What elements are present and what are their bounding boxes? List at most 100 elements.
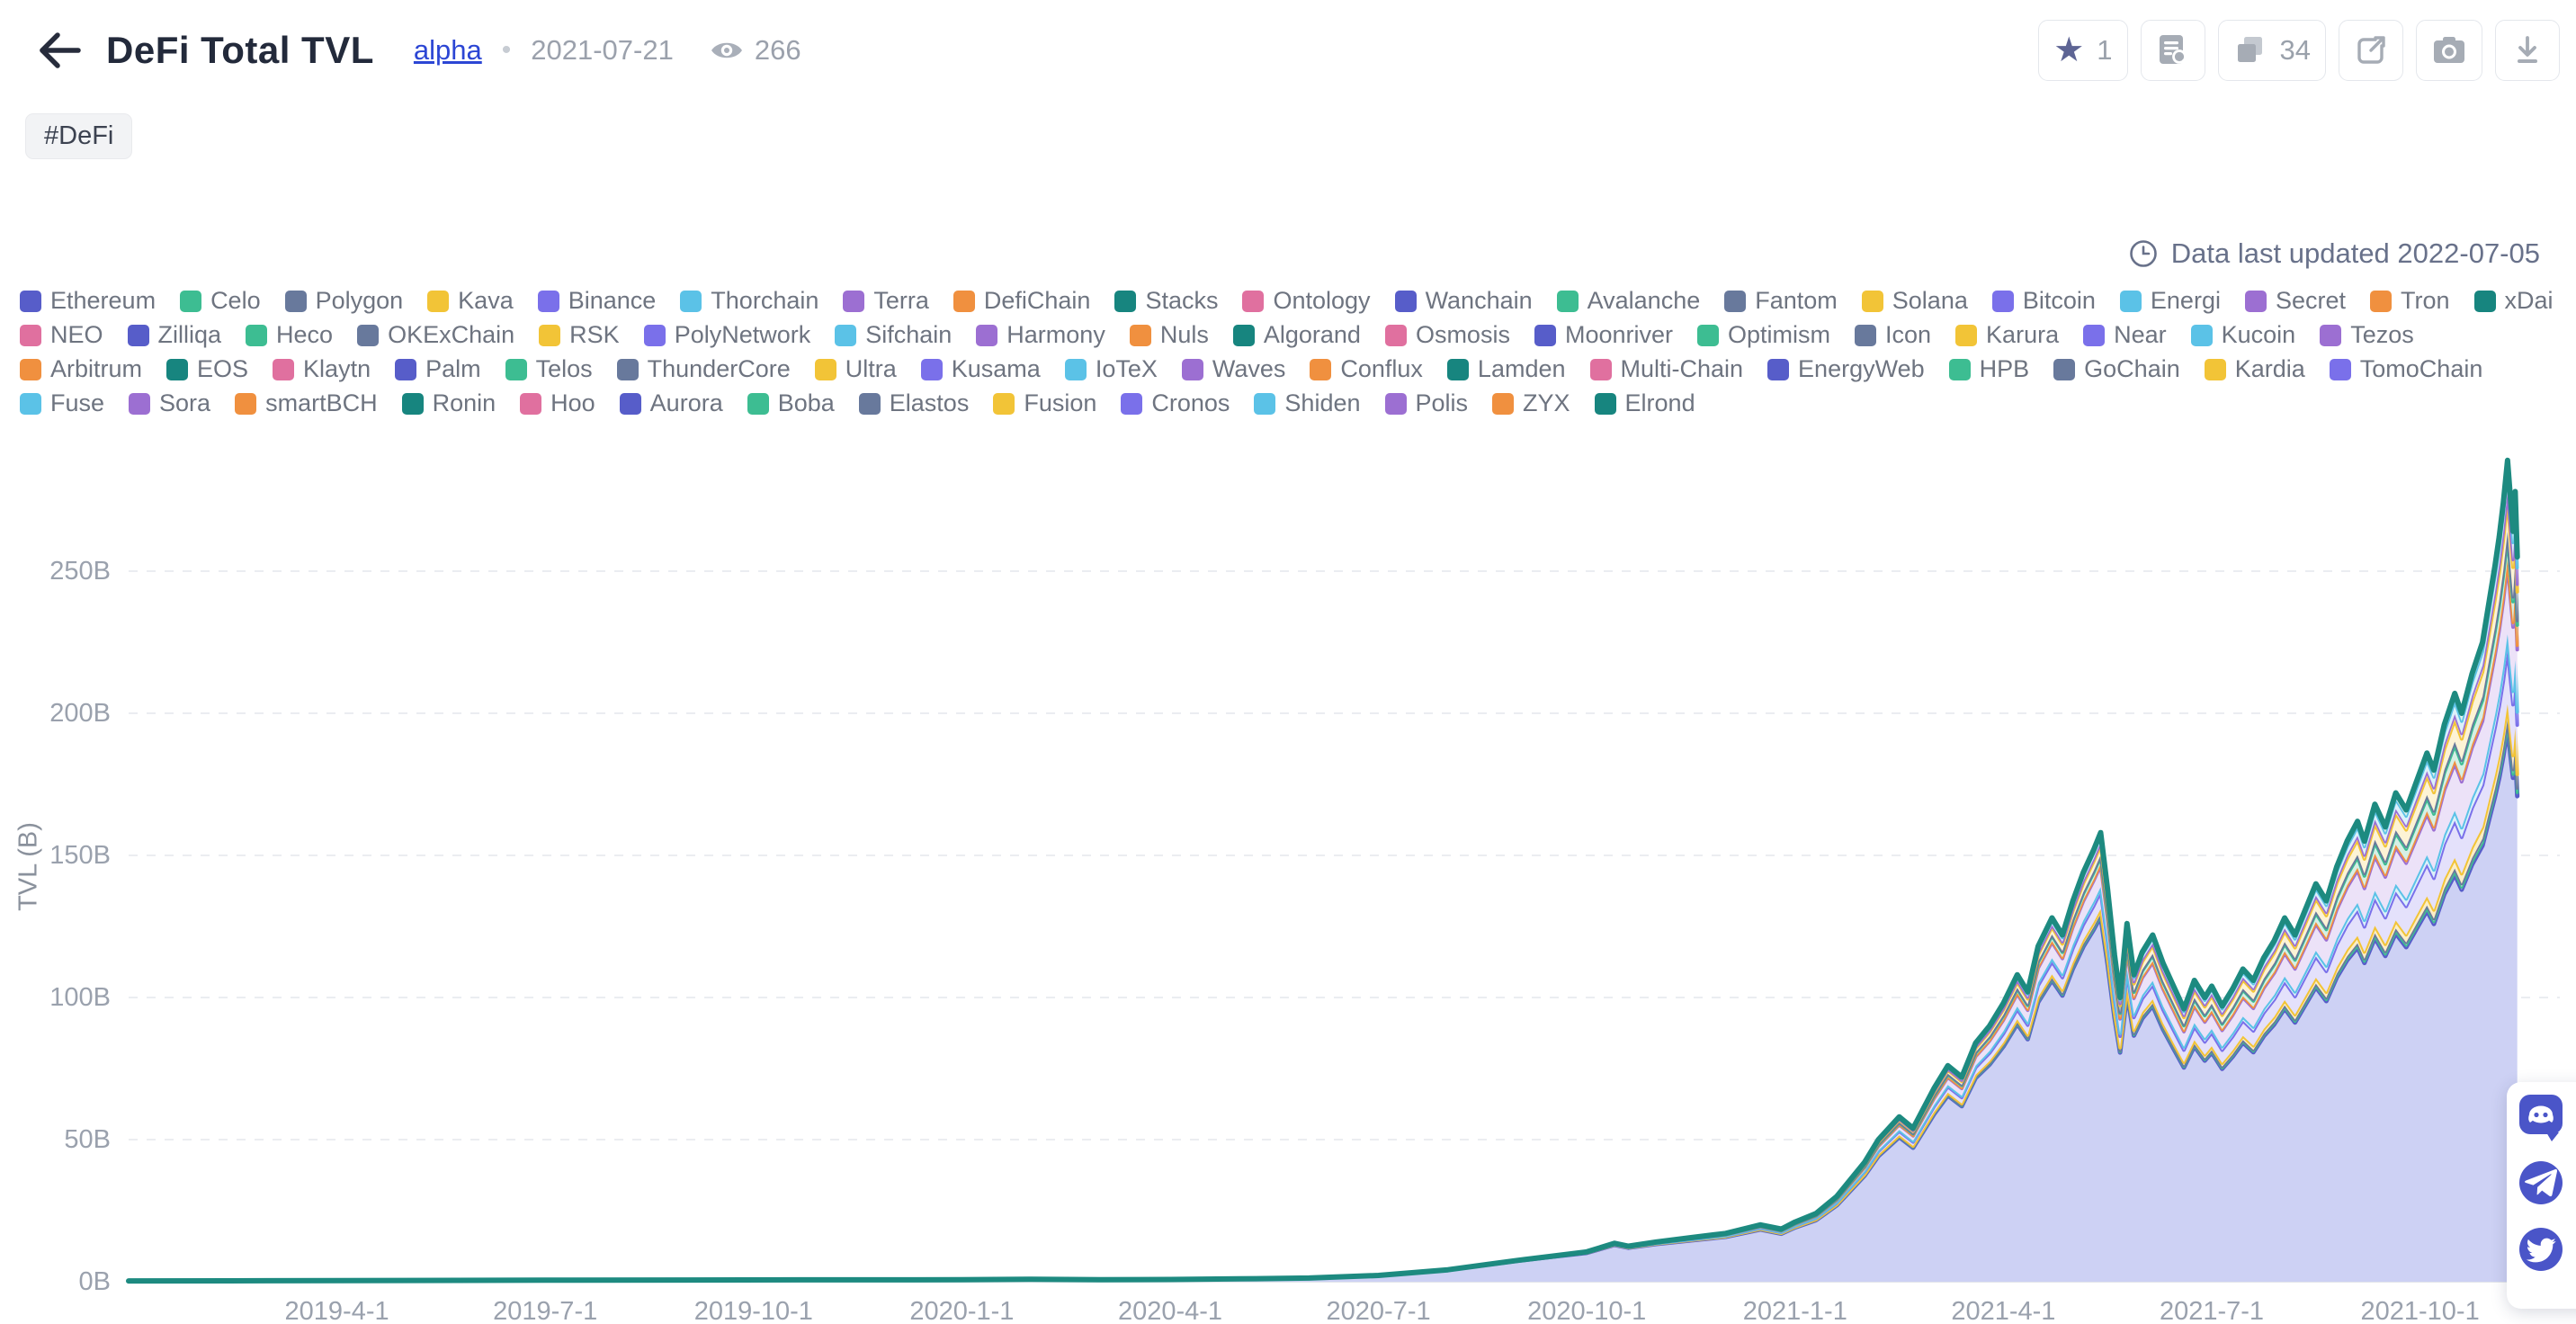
legend-item-thundercore[interactable]: ThunderCore	[616, 355, 791, 382]
legend-swatch	[835, 324, 857, 346]
legend-item-xdai[interactable]: xDai	[2473, 287, 2554, 314]
legend-item-neo[interactable]: NEO	[20, 321, 103, 348]
legend-item-zyx[interactable]: ZYX	[1492, 389, 1570, 416]
legend-swatch	[1955, 324, 1978, 346]
legend-label: Thorchain	[711, 287, 819, 314]
legend-item-lamden[interactable]: Lamden	[1446, 355, 1566, 382]
legend-item-fusion[interactable]: Fusion	[993, 389, 1096, 416]
legend-item-celo[interactable]: Celo	[180, 287, 261, 314]
legend-item-klaytn[interactable]: Klaytn	[273, 355, 371, 382]
legend-item-terra[interactable]: Terra	[843, 287, 929, 314]
legend-item-palm[interactable]: Palm	[395, 355, 481, 382]
legend-item-avalanche[interactable]: Avalanche	[1556, 287, 1700, 314]
legend-item-smartbch[interactable]: smartBCH	[235, 389, 378, 416]
legend-item-aurora[interactable]: Aurora	[619, 389, 723, 416]
legend-item-moonriver[interactable]: Moonriver	[1534, 321, 1673, 348]
legend-item-fantom[interactable]: Fantom	[1724, 287, 1838, 314]
legend-item-polis[interactable]: Polis	[1384, 389, 1468, 416]
legend-item-energyweb[interactable]: EnergyWeb	[1767, 355, 1925, 382]
legend-item-heco[interactable]: Heco	[246, 321, 333, 348]
fork-copy-button[interactable]: 34	[2217, 20, 2326, 81]
legend-item-polynetwork[interactable]: PolyNetwork	[643, 321, 810, 348]
legend-item-harmony[interactable]: Harmony	[976, 321, 1105, 348]
legend-item-boba[interactable]: Boba	[747, 389, 835, 416]
legend-swatch	[843, 290, 865, 312]
line-total	[126, 457, 2520, 1284]
legend-item-kucoin[interactable]: Kucoin	[2190, 321, 2295, 348]
legend-item-stacks[interactable]: Stacks	[1114, 287, 1218, 314]
legend-item-polygon[interactable]: Polygon	[284, 287, 403, 314]
x-tick-2020-4-1: 2020-4-1	[1117, 1297, 1223, 1324]
legend-item-binance[interactable]: Binance	[537, 287, 656, 314]
legend-item-solana[interactable]: Solana	[1861, 287, 1968, 314]
legend-label: Icon	[1885, 321, 1932, 348]
legend-item-wanchain[interactable]: Wanchain	[1394, 287, 1533, 314]
legend-item-thorchain[interactable]: Thorchain	[680, 287, 819, 314]
legend-item-ultra[interactable]: Ultra	[814, 355, 897, 382]
query-button[interactable]	[2140, 20, 2205, 81]
legend-label: EnergyWeb	[1798, 355, 1925, 382]
legend-item-algorand[interactable]: Algorand	[1232, 321, 1361, 348]
legend-item-ontology[interactable]: Ontology	[1242, 287, 1371, 314]
star-button[interactable]: ★ 1	[2038, 20, 2128, 81]
legend-swatch	[20, 324, 41, 346]
twitter-button[interactable]	[2519, 1228, 2563, 1271]
back-button[interactable]	[31, 22, 88, 79]
legend-item-waves[interactable]: Waves	[1181, 355, 1285, 382]
legend-item-icon[interactable]: Icon	[1855, 321, 1932, 348]
legend-item-gochain[interactable]: GoChain	[2053, 355, 2180, 382]
legend-item-kardia[interactable]: Kardia	[2204, 355, 2305, 382]
legend-item-sifchain[interactable]: Sifchain	[835, 321, 952, 348]
legend-item-hpb[interactable]: HPB	[1948, 355, 2029, 382]
legend-swatch	[1310, 358, 1332, 380]
legend-item-arbitrum[interactable]: Arbitrum	[20, 355, 142, 382]
screenshot-button[interactable]	[2416, 20, 2482, 81]
legend-item-optimism[interactable]: Optimism	[1697, 321, 1830, 348]
tag-defi[interactable]: #DeFi	[25, 113, 133, 159]
legend-item-kusama[interactable]: Kusama	[920, 355, 1041, 382]
legend-item-tezos[interactable]: Tezos	[2320, 321, 2414, 348]
legend-item-fuse[interactable]: Fuse	[20, 389, 104, 416]
legend-item-eos[interactable]: EOS	[166, 355, 248, 382]
legend-item-ronin[interactable]: Ronin	[401, 389, 496, 416]
legend-item-kava[interactable]: Kava	[427, 287, 514, 314]
x-tick-2021-10-1: 2021-10-1	[2360, 1297, 2480, 1324]
legend-item-multi-chain[interactable]: Multi-Chain	[1589, 355, 1743, 382]
legend-item-ethereum[interactable]: Ethereum	[20, 287, 156, 314]
telegram-button[interactable]	[2519, 1161, 2563, 1204]
legend-swatch	[246, 324, 268, 346]
legend-item-tomochain[interactable]: TomoChain	[2329, 355, 2482, 382]
legend-item-shiden[interactable]: Shiden	[1254, 389, 1361, 416]
legend-item-cronos[interactable]: Cronos	[1121, 389, 1230, 416]
legend-item-sora[interactable]: Sora	[129, 389, 210, 416]
legend-swatch	[616, 358, 639, 380]
legend-item-elrond[interactable]: Elrond	[1594, 389, 1695, 416]
legend-item-iotex[interactable]: IoTeX	[1064, 355, 1158, 382]
y-tick-200B: 200B	[49, 699, 111, 728]
legend-item-rsk[interactable]: RSK	[539, 321, 620, 348]
legend-item-telos[interactable]: Telos	[505, 355, 593, 382]
legend-item-elastos[interactable]: Elastos	[858, 389, 969, 416]
views-count: 266	[754, 34, 801, 66]
legend-item-secret[interactable]: Secret	[2244, 287, 2346, 314]
clock-icon	[2129, 240, 2157, 267]
alpha-link[interactable]: alpha	[413, 34, 482, 66]
legend-item-zilliqa[interactable]: Zilliqa	[127, 321, 221, 348]
legend-item-defichain[interactable]: DefiChain	[953, 287, 1090, 314]
legend-item-near[interactable]: Near	[2083, 321, 2167, 348]
discord-button[interactable]	[2519, 1095, 2563, 1141]
legend-label: Ontology	[1273, 287, 1371, 314]
download-button[interactable]	[2495, 20, 2560, 81]
share-button[interactable]	[2339, 20, 2403, 81]
legend-label: Terra	[873, 287, 929, 314]
legend-item-hoo[interactable]: Hoo	[520, 389, 595, 416]
legend-item-okexchain[interactable]: OKExChain	[357, 321, 514, 348]
legend-item-karura[interactable]: Karura	[1955, 321, 2059, 348]
legend-item-osmosis[interactable]: Osmosis	[1384, 321, 1510, 348]
legend-item-tron[interactable]: Tron	[2370, 287, 2450, 314]
legend-item-bitcoin[interactable]: Bitcoin	[1991, 287, 2096, 314]
legend-item-conflux[interactable]: Conflux	[1310, 355, 1423, 382]
legend-item-energi[interactable]: Energi	[2119, 287, 2221, 314]
legend-item-nuls[interactable]: Nuls	[1129, 321, 1209, 348]
